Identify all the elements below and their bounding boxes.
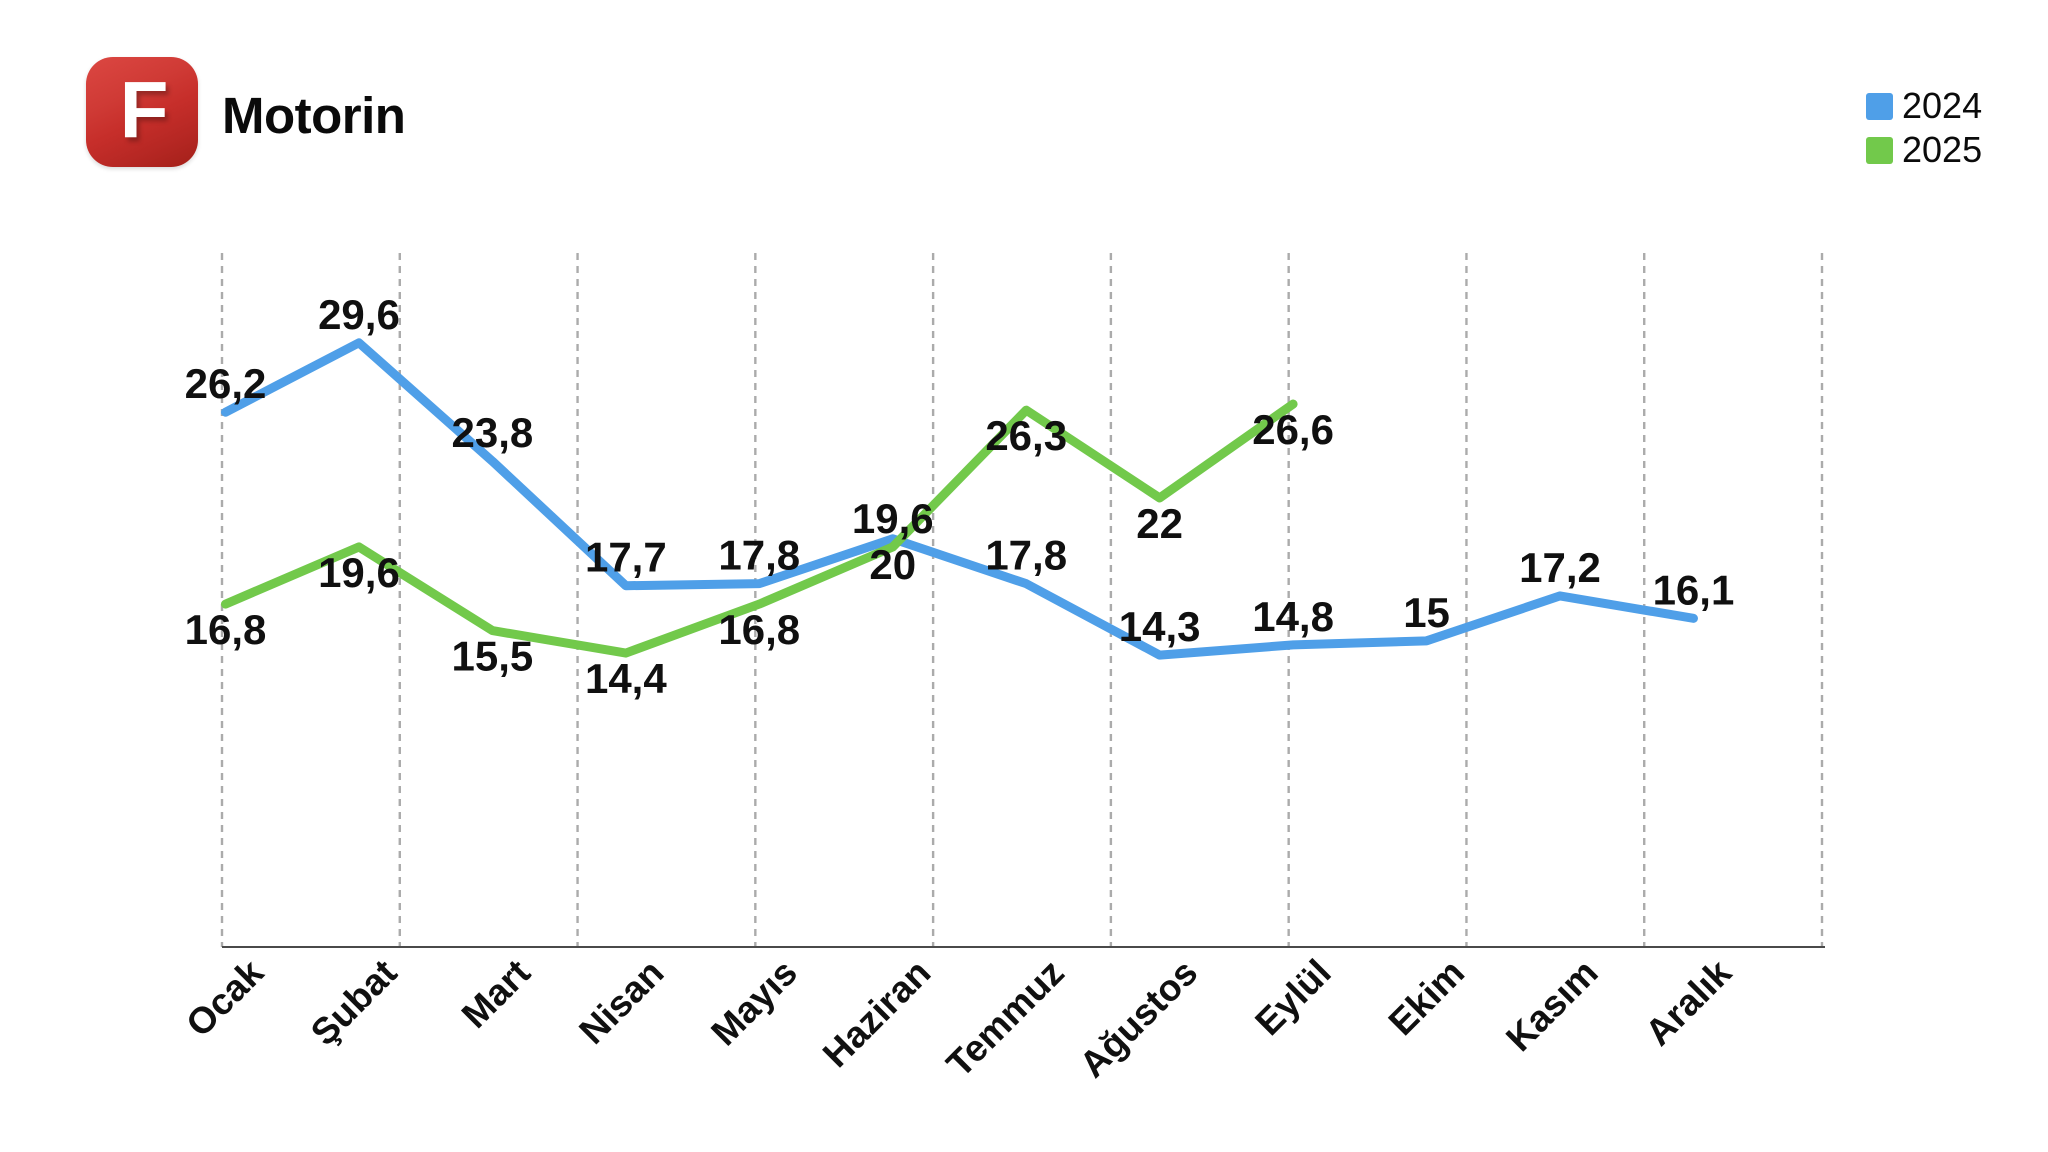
x-axis-label-temmuz: Temmuz bbox=[939, 952, 1072, 1085]
x-axis-label-haziran: Haziran bbox=[815, 952, 939, 1076]
x-axis-label-ağustos: Ağustos bbox=[1072, 952, 1206, 1086]
data-label-2025-haziran: 19,6 bbox=[852, 495, 934, 542]
data-label-2024-şubat: 29,6 bbox=[318, 291, 400, 338]
data-label-2024-kasım: 17,2 bbox=[1519, 544, 1601, 591]
data-label-2025-nisan: 14,4 bbox=[585, 655, 667, 702]
data-label-2024-ocak: 26,2 bbox=[185, 360, 267, 407]
data-label-2024-ağustos: 14,3 bbox=[1119, 603, 1201, 650]
legend-label-2025: 2025 bbox=[1902, 129, 1983, 170]
legend-swatch-2025-icon bbox=[1866, 136, 1893, 164]
legend-label-2024: 2024 bbox=[1902, 85, 1983, 126]
legend: 2024 2025 bbox=[1866, 86, 1982, 170]
chart-title: Motorin bbox=[222, 87, 406, 144]
x-axis-label-nisan: Nisan bbox=[571, 952, 671, 1052]
app-logo-f-icon: F bbox=[86, 57, 198, 167]
x-axis-label-aralık: Aralık bbox=[1637, 951, 1739, 1053]
data-label-2025-ağustos: 22 bbox=[1136, 500, 1183, 547]
data-label-2024-eylül: 14,8 bbox=[1252, 593, 1334, 640]
x-axis-label-şubat: Şubat bbox=[303, 952, 405, 1054]
legend-item-2024[interactable]: 2024 bbox=[1866, 86, 1982, 126]
data-label-2024-haziran: 20 bbox=[869, 541, 916, 588]
data-label-2024-nisan: 17,7 bbox=[585, 534, 667, 581]
x-axis-label-mayıs: Mayıs bbox=[703, 952, 805, 1054]
x-axis-label-ocak: Ocak bbox=[178, 951, 271, 1044]
data-label-2024-temmuz: 17,8 bbox=[985, 532, 1067, 579]
legend-swatch-2024-icon bbox=[1866, 92, 1893, 120]
legend-item-2025[interactable]: 2025 bbox=[1866, 130, 1982, 170]
data-label-2025-mayıs: 16,8 bbox=[718, 606, 800, 653]
x-axis-label-ekim: Ekim bbox=[1381, 952, 1473, 1044]
data-label-2025-temmuz: 26,3 bbox=[985, 412, 1067, 459]
data-label-2025-mart: 15,5 bbox=[452, 633, 534, 680]
data-label-2025-eylül: 26,6 bbox=[1252, 406, 1334, 453]
x-axis-label-eylül: Eylül bbox=[1247, 952, 1339, 1044]
data-label-2024-mart: 23,8 bbox=[452, 409, 534, 456]
x-axis-label-kasım: Kasım bbox=[1498, 952, 1606, 1060]
data-label-2024-mayıs: 17,8 bbox=[718, 532, 800, 579]
series-line-2025[interactable] bbox=[221, 399, 1298, 658]
data-label-2025-şubat: 19,6 bbox=[318, 549, 400, 596]
data-label-2024-ekim: 15 bbox=[1403, 589, 1450, 636]
data-label-2025-ocak: 16,8 bbox=[185, 606, 267, 653]
series-line-2024[interactable] bbox=[221, 338, 1698, 660]
logo-letter: F bbox=[119, 65, 169, 154]
data-label-2024-aralık: 16,1 bbox=[1653, 566, 1735, 613]
x-axis-label-mart: Mart bbox=[454, 952, 538, 1036]
